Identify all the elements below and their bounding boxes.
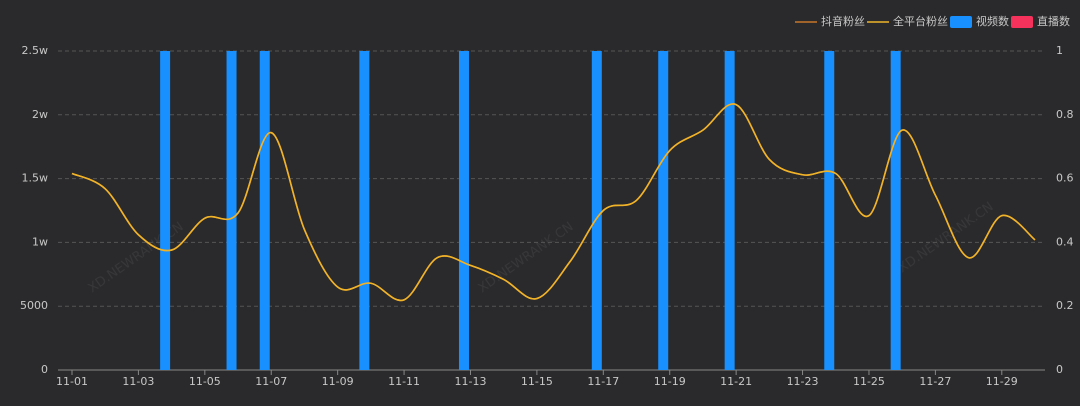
watermark: XD.NEWRANK.CN (896, 199, 997, 276)
bar (824, 51, 835, 370)
x-tick-label: 11-05 (189, 375, 221, 388)
y2-tick-label: 0 (1056, 363, 1063, 376)
y-tick-label: 2w (32, 108, 48, 121)
x-tick-label: 11-11 (388, 375, 420, 388)
y2-tick-label: 0.8 (1056, 108, 1074, 121)
legend-label: 直播数 (1037, 14, 1070, 28)
x-tick-label: 11-01 (56, 375, 88, 388)
bar (591, 51, 602, 370)
x-tick-label: 11-23 (787, 375, 819, 388)
bar (259, 51, 270, 370)
legend-label: 抖音粉丝 (821, 14, 865, 28)
legend-swatch (950, 16, 972, 28)
x-tick-label: 11-19 (654, 375, 686, 388)
x-tick-label: 11-07 (255, 375, 287, 388)
x-tick-label: 11-13 (454, 375, 486, 388)
bar (890, 51, 901, 370)
x-tick-label: 11-21 (720, 375, 752, 388)
bar (160, 51, 171, 370)
bar (724, 51, 735, 370)
y-tick-label: 0 (41, 363, 48, 376)
y-tick-label: 1.5w (22, 172, 49, 185)
line (71, 103, 1036, 302)
line (71, 103, 1036, 302)
bar (226, 51, 237, 370)
x-tick-label: 11-29 (986, 375, 1018, 388)
x-tick-label: 11-25 (853, 375, 885, 388)
bar (658, 51, 669, 370)
y2-tick-label: 0.6 (1056, 172, 1074, 185)
legend-label: 视频数 (976, 14, 1009, 28)
legend-swatch (1011, 16, 1033, 28)
x-tick-label: 11-17 (587, 375, 619, 388)
legend-label: 全平台粉丝 (893, 14, 948, 28)
y-tick-label: 1w (32, 235, 48, 248)
x-tick-label: 11-27 (919, 375, 951, 388)
y2-tick-label: 0.4 (1056, 235, 1074, 248)
bar (458, 51, 469, 370)
watermark: XD.NEWRANK.CN (86, 219, 187, 296)
y-tick-label: 5000 (20, 299, 48, 312)
y-tick-label: 2.5w (22, 44, 49, 57)
x-tick-label: 11-03 (122, 375, 154, 388)
y2-tick-label: 0.2 (1056, 299, 1074, 312)
y2-tick-label: 1 (1056, 44, 1063, 57)
watermark: XD.NEWRANK.CN (476, 219, 577, 296)
bar (359, 51, 370, 370)
x-tick-label: 11-09 (322, 375, 354, 388)
x-tick-label: 11-15 (521, 375, 553, 388)
